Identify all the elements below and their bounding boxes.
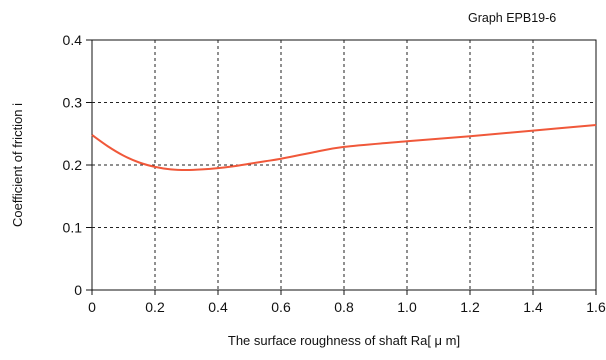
x-tick-label: 0 [88, 299, 96, 315]
x-tick-label: 1.4 [523, 299, 543, 315]
x-tick-label: 1.6 [586, 299, 606, 315]
y-tick-label: 0.1 [63, 220, 83, 236]
y-tick-label: 0 [74, 282, 82, 298]
x-tick-label: 0.8 [334, 299, 354, 315]
grid-lines [92, 40, 596, 290]
y-tick-label: 0.3 [63, 95, 83, 111]
x-tick-label: 0.2 [145, 299, 165, 315]
x-tick-label: 1.0 [397, 299, 417, 315]
y-tick-label: 0.4 [63, 32, 83, 48]
x-tick-label: 0.6 [271, 299, 291, 315]
x-axis-label: The surface roughness of shaft Ra[ μ m] [228, 333, 460, 348]
chart-title: Graph EPB19-6 [468, 11, 556, 25]
axis-ticks: 0 0.2 0.4 0.6 0.8 1.0 1.2 1.4 1.6 0 0.1 0.2 0.3 0.4 [63, 32, 606, 315]
y-axis-label: Coefficient of friction i [10, 103, 25, 227]
y-tick-label: 0.2 [63, 157, 83, 173]
x-tick-label: 0.4 [208, 299, 228, 315]
x-tick-label: 1.2 [460, 299, 480, 315]
series-line [91, 124, 597, 172]
